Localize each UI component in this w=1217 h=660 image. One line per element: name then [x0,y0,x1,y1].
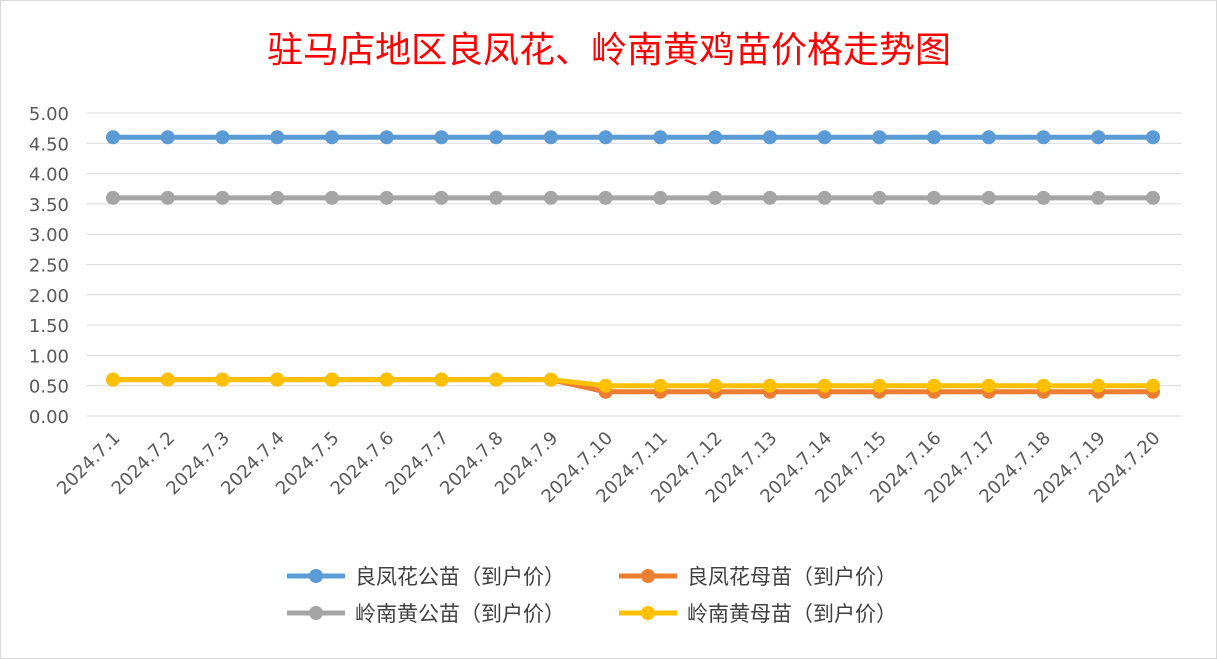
chart-title: 驻马店地区良凤花、岭南黄鸡苗价格走势图 [267,30,951,71]
data-point [434,130,449,145]
y-tick-label: 0.00 [29,407,69,428]
y-axis-tick-labels: 5.00 4.50 4.00 3.50 3.00 2.50 2.00 1.50 1.00 0.50… [29,104,69,428]
data-point [817,130,832,145]
gridlines [87,112,1181,417]
data-point [106,130,120,145]
legend-label: 良凤花母苗（到户价） [687,565,897,589]
data-point [489,190,504,205]
y-tick-label: 0.50 [29,377,69,398]
data-point [708,190,723,205]
data-point [489,372,504,387]
data-point [981,130,996,145]
data-point [215,190,230,205]
data-point [1036,130,1051,145]
series-4 [106,372,1160,393]
legend-label: 良凤花公苗（到户价） [355,565,565,589]
data-point [981,190,996,205]
series-1 [106,130,1160,145]
data-point [543,130,558,145]
series-lines [106,130,1160,399]
data-point [324,190,339,205]
legend-label: 岭南黄母苗（到户价） [687,602,897,626]
y-tick-label: 3.50 [29,195,69,216]
data-point [1036,378,1051,393]
legend: 良凤花公苗（到户价） 良凤花母苗（到户价） 岭南黄公苗（到户价） 岭南黄母苗（到户价） [287,565,897,626]
legend-item: 岭南黄母苗（到户价） [619,602,897,626]
data-point [270,130,285,145]
legend-label: 岭南黄公苗（到户价） [355,602,565,626]
data-point [160,190,175,205]
y-tick-label: 1.00 [29,346,69,367]
data-point [598,130,613,145]
y-tick-label: 2.50 [29,256,69,277]
data-point [927,190,942,205]
data-point [270,190,285,205]
data-point [379,190,394,205]
data-point [215,372,230,387]
data-point [324,130,339,145]
data-point [927,130,942,145]
series-3 [106,190,1160,205]
data-point [543,190,558,205]
data-point [598,378,613,393]
data-point [1146,190,1160,205]
data-point [653,130,668,145]
data-point [1091,190,1106,205]
data-point [872,130,887,145]
data-point [708,378,723,393]
data-point [872,378,887,393]
data-point [817,378,832,393]
x-axis-tick-labels: 2024.7.12024.7.22024.7.32024.7.42024.7.5… [53,428,1165,508]
data-point [160,130,175,145]
legend-swatch-marker [309,569,323,583]
data-point [324,372,339,387]
legend-swatch-marker [309,606,323,620]
data-point [708,130,723,145]
data-point [872,190,887,205]
legend-item: 岭南黄公苗（到户价） [287,602,565,626]
data-point [598,190,613,205]
y-tick-label: 3.00 [29,225,69,246]
data-point [817,190,832,205]
data-point [1146,130,1160,145]
data-point [379,372,394,387]
data-point [160,372,175,387]
legend-item: 良凤花公苗（到户价） [287,565,565,589]
data-point [653,378,668,393]
data-point [762,130,777,145]
data-point [434,372,449,387]
data-point [981,378,996,393]
y-tick-label: 1.50 [29,316,69,337]
data-point [543,372,558,387]
data-point [927,378,942,393]
data-point [1036,190,1051,205]
y-tick-label: 5.00 [29,104,69,125]
y-tick-label: 4.50 [29,134,69,155]
data-point [106,190,120,205]
data-point [106,372,120,387]
series-line [113,377,1153,389]
data-point [1091,130,1106,145]
data-point [215,130,230,145]
data-point [434,190,449,205]
legend-swatch-marker [641,606,655,620]
y-tick-label: 4.00 [29,165,69,186]
data-point [762,378,777,393]
data-point [1146,378,1160,393]
legend-swatch-marker [641,569,655,583]
data-point [1091,378,1106,393]
data-point [762,190,777,205]
legend-item: 良凤花母苗（到户价） [619,565,897,589]
y-tick-label: 2.00 [29,286,69,307]
data-point [489,130,504,145]
data-point [379,130,394,145]
data-point [270,372,285,387]
data-point [653,190,668,205]
